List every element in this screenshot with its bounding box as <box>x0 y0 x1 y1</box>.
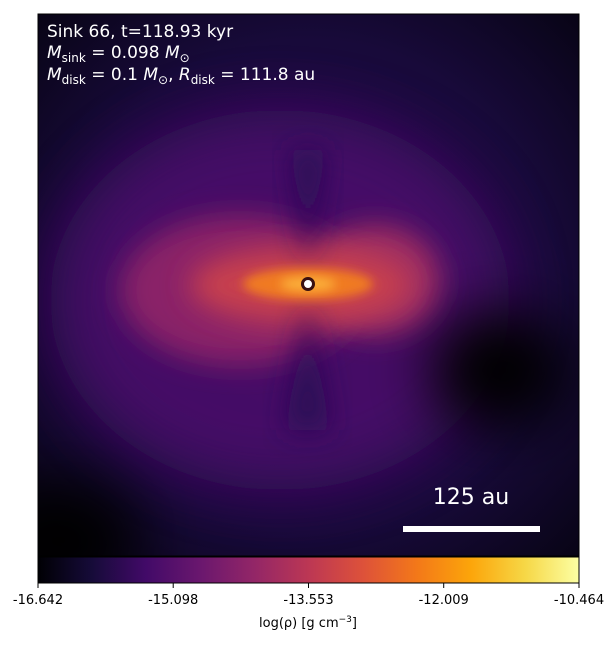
text-part: M <box>165 43 180 63</box>
subscript: sink <box>62 51 86 65</box>
text-part: log(ρ) [g cm <box>259 616 339 631</box>
text-part: ] <box>352 616 357 631</box>
tick-label: -12.009 <box>419 593 469 608</box>
text-part: M <box>143 65 158 85</box>
subscript: disk <box>62 73 86 87</box>
tick-label: -13.553 <box>283 593 333 608</box>
scale-bar-label: 125 au <box>433 485 509 510</box>
subscript: ⊙ <box>158 73 168 87</box>
density-image <box>38 14 579 556</box>
title: Sink 66, t=118.93 kyr <box>47 22 233 42</box>
colorbar <box>37 556 580 584</box>
text-part: M <box>47 43 62 63</box>
subscript: ⊙ <box>180 51 190 65</box>
annotation: Msink​ = 0.098 M⊙​ <box>47 43 190 65</box>
text-part: R <box>179 65 191 85</box>
colorbar-label: log(ρ) [g cm−3​] <box>259 615 357 631</box>
text-part: = 0.098 <box>86 43 165 63</box>
text-part: = 0.1 <box>86 65 144 85</box>
text-part: , <box>168 65 179 85</box>
subscript: disk <box>191 73 215 87</box>
text-part: M <box>47 65 62 85</box>
tick-label: -10.464 <box>554 593 604 608</box>
superscript: −3 <box>339 615 352 625</box>
annotation: Mdisk​ = 0.1 M⊙​, Rdisk​ = 111.8 au <box>47 65 315 87</box>
tick-label: -16.642 <box>13 593 63 608</box>
tick-label: -15.098 <box>148 593 198 608</box>
text-part: = 111.8 au <box>215 65 315 85</box>
